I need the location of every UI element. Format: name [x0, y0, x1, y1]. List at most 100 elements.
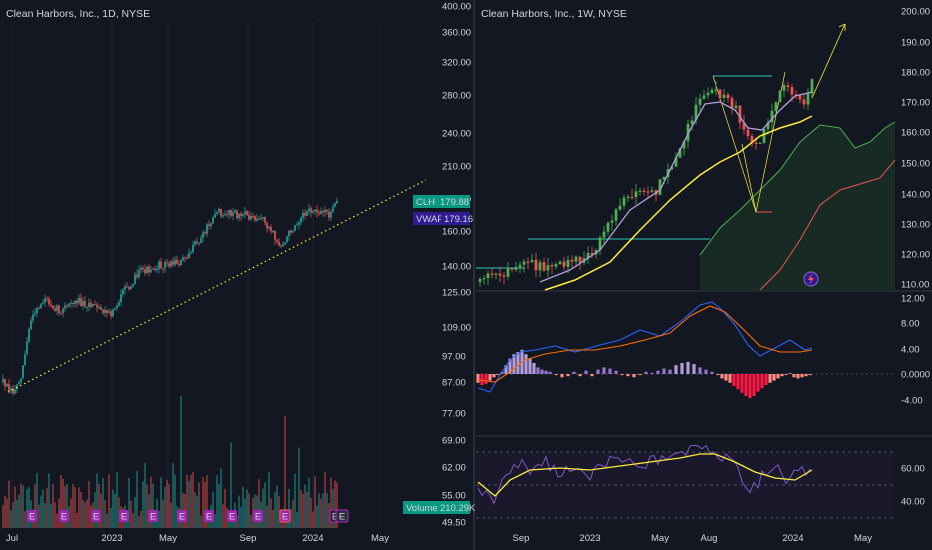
left-candle — [170, 261, 172, 267]
right-candle — [646, 191, 650, 193]
left-volume-bar — [332, 488, 334, 528]
macd-histogram-bar — [504, 365, 508, 374]
left-candle — [320, 211, 322, 214]
earnings-marker-label: E — [282, 512, 288, 523]
earnings-marker — [148, 510, 158, 522]
left-volume-bar — [20, 483, 22, 528]
badge-value: 179.88 — [440, 197, 469, 208]
left-candle — [324, 209, 326, 213]
left-volume-bar — [298, 447, 300, 528]
right-candle — [762, 129, 766, 143]
left-axis: 400.00360.00320.00280.00240.00210.00185.… — [6, 2, 471, 545]
left-candle — [262, 217, 264, 218]
left-volume-bar — [224, 489, 226, 528]
left-volume-bar — [250, 514, 252, 528]
left-volume-bar — [314, 476, 316, 528]
right-candle — [562, 261, 566, 267]
left-candle — [160, 261, 162, 269]
right-y-tick-label: 140.00 — [901, 190, 930, 201]
right-y-tick-label: 190.00 — [901, 38, 930, 49]
left-candle — [84, 300, 86, 308]
left-candle — [204, 232, 206, 234]
left-volume-bar — [284, 416, 286, 528]
macd-histogram-bar — [602, 367, 606, 374]
left-volume-bar — [60, 475, 62, 528]
left-candle — [60, 313, 62, 315]
right-y-tick-label: 150.00 — [901, 159, 930, 170]
right-x-tick-label: May — [651, 533, 669, 544]
left-candle — [4, 378, 6, 387]
left-candle — [314, 209, 316, 212]
left-candle — [26, 341, 28, 355]
right-y-tick-label: 130.00 — [901, 220, 930, 231]
left-volume-bar — [18, 494, 20, 528]
left-volume-bar — [170, 502, 172, 528]
left-candle — [222, 215, 224, 217]
right-candle — [718, 89, 722, 98]
left-chart-title: Clean Harbors, Inc., 1D, NYSE — [6, 8, 150, 20]
left-candle — [288, 230, 290, 237]
right-candle — [758, 142, 762, 144]
left-volume-bar — [290, 508, 292, 528]
right-candle — [650, 190, 654, 192]
left-volume-bar — [302, 493, 304, 528]
left-candle — [272, 231, 274, 232]
left-candle — [156, 269, 158, 270]
left-candle — [130, 286, 132, 290]
right-candle — [546, 265, 550, 271]
left-candle — [104, 309, 106, 313]
left-candle — [46, 298, 48, 300]
macd-histogram-bar — [776, 374, 780, 379]
target-arrow-head — [838, 23, 846, 31]
macd-histogram-bar — [480, 374, 484, 385]
left-candle — [108, 311, 110, 313]
left-candle — [128, 287, 130, 290]
earnings-marker-label: E — [29, 512, 35, 523]
left-volume-bar — [308, 477, 310, 528]
left-volume-bar — [140, 511, 142, 528]
right-y-tick-label: 120.00 — [901, 250, 930, 261]
right-candle — [782, 85, 786, 91]
left-volume-bar — [328, 503, 330, 528]
left-candle — [290, 230, 292, 233]
left-volume-bar — [174, 474, 176, 528]
left-candle — [2, 378, 4, 382]
macd-histogram-bar — [764, 374, 768, 385]
left-volume-bar — [158, 510, 160, 528]
left-candle — [270, 227, 272, 232]
macd-histogram-bar — [644, 371, 648, 374]
left-volume-bar — [200, 515, 202, 528]
left-volume-bar — [130, 500, 132, 528]
left-y-tick-label: 210.00 — [442, 162, 471, 173]
right-y-tick-label: 180.00 — [901, 68, 930, 79]
left-candle — [74, 300, 76, 304]
left-candle — [116, 305, 118, 309]
left-y-tick-label: 97.00 — [442, 352, 466, 363]
left-candle — [300, 217, 302, 223]
cloud-upper-line — [699, 121, 896, 256]
left-candle — [212, 217, 214, 224]
left-volume-bar — [56, 513, 58, 528]
badge-label: Volume — [406, 503, 438, 514]
left-y-tick-label: 77.00 — [442, 409, 466, 420]
left-y-tick-label: 55.00 — [442, 491, 466, 502]
macd-histogram-bar — [792, 374, 796, 378]
left-candle — [176, 259, 178, 264]
left-volume-bar — [274, 492, 276, 528]
right-candle — [754, 142, 758, 144]
badge-label-bg — [413, 212, 441, 225]
left-y-tick-label: 87.00 — [442, 378, 466, 389]
badge-label-bg — [413, 195, 437, 208]
badge-label: VWAP — [416, 214, 444, 225]
left-x-tick-label: May — [371, 533, 389, 544]
macd-histogram-bar — [768, 374, 772, 383]
left-volume-bar — [204, 482, 206, 528]
earnings-marker — [279, 509, 291, 523]
right-candle — [770, 110, 774, 123]
right-candle — [538, 262, 542, 271]
left-volume-bar — [320, 498, 322, 528]
macd-histogram-bar — [596, 369, 600, 374]
left-candle — [134, 274, 136, 284]
badge-value: 179.16 — [444, 214, 473, 225]
left-candle — [144, 269, 146, 274]
